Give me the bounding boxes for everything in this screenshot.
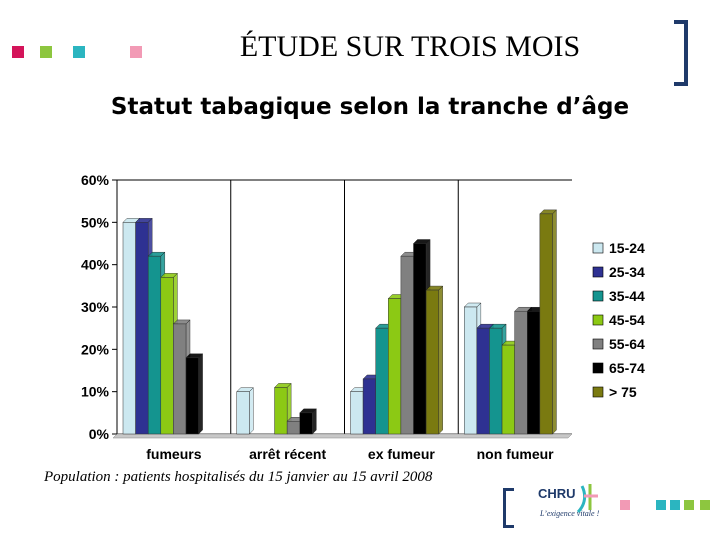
bar-side: [552, 209, 557, 435]
bar-side: [438, 285, 443, 435]
bar: [514, 310, 528, 435]
bar: [476, 327, 490, 435]
legend-label: 55-64: [609, 336, 645, 352]
bar: [413, 243, 427, 435]
legend-label: > 75: [609, 384, 637, 400]
y-tick-label: 50%: [81, 214, 110, 230]
page-title: ÉTUDE SUR TROIS MOIS: [239, 30, 581, 63]
y-tick-label: 10%: [81, 384, 110, 400]
legend-swatch: [592, 386, 604, 398]
bar: [286, 421, 300, 435]
x-category-label: ex fumeur: [368, 446, 435, 462]
bar: [236, 391, 250, 435]
legend-label: 25-34: [609, 264, 645, 280]
bar: [375, 327, 389, 435]
decor-bracket-bottom: [503, 488, 514, 528]
decor-square-6: [656, 500, 666, 510]
bar: [274, 387, 288, 435]
bar: [299, 412, 313, 435]
decor-square-4: [130, 46, 142, 58]
bar: [527, 310, 541, 435]
bar: [147, 255, 162, 435]
bar: [185, 357, 199, 435]
bar: [489, 327, 503, 435]
chru-logo-icon: [576, 484, 598, 514]
bar: [400, 255, 414, 435]
legend-swatch: [592, 266, 604, 278]
decor-square-9: [700, 500, 710, 510]
y-tick-label: 30%: [81, 299, 110, 315]
y-tick-label: 60%: [81, 172, 110, 188]
logo-tagline: L’exigence vitale !: [540, 509, 600, 518]
legend-swatch: [592, 338, 604, 350]
decor-bracket-top: [674, 20, 688, 86]
legend-swatch: [592, 242, 604, 254]
legend-label: 65-74: [609, 360, 645, 376]
decor-square-3: [73, 46, 85, 58]
bar: [539, 213, 553, 435]
legend-swatch: [592, 362, 604, 374]
decor-square-2: [40, 46, 52, 58]
decor-square-1: [12, 46, 24, 58]
x-category-label: non fumeur: [477, 446, 555, 462]
bar: [122, 222, 136, 435]
y-tick-label: 0%: [89, 426, 110, 442]
bar: [160, 277, 174, 435]
legend-label: 45-54: [609, 312, 645, 328]
bar-side: [198, 353, 203, 435]
legend-label: 35-44: [609, 288, 645, 304]
x-category-label: arrêt récent: [249, 446, 326, 462]
bar: [501, 344, 515, 435]
bar-side: [312, 408, 317, 435]
legend-swatch: [592, 314, 604, 326]
decor-square-5: [620, 500, 630, 510]
logo-text: CHRU: [538, 486, 576, 501]
chart-subtitle: Statut tabagique selon la tranche d’âge: [110, 94, 630, 120]
bar: [173, 323, 187, 435]
decor-square-8: [684, 500, 694, 510]
population-caption: Population : patients hospitalisés du 15…: [44, 469, 433, 485]
y-tick-label: 20%: [81, 341, 110, 357]
chart-floor: [112, 433, 573, 439]
legend-label: 15-24: [609, 240, 645, 256]
legend-swatch: [592, 290, 604, 302]
x-category-label: fumeurs: [146, 446, 201, 462]
decor-square-7: [670, 500, 680, 510]
bar: [135, 222, 149, 435]
bar-side: [249, 387, 254, 435]
bar: [464, 306, 478, 435]
bar: [388, 298, 402, 435]
bar: [350, 391, 364, 435]
bar: [425, 289, 439, 435]
y-tick-label: 40%: [81, 257, 110, 273]
bar: [362, 378, 376, 435]
